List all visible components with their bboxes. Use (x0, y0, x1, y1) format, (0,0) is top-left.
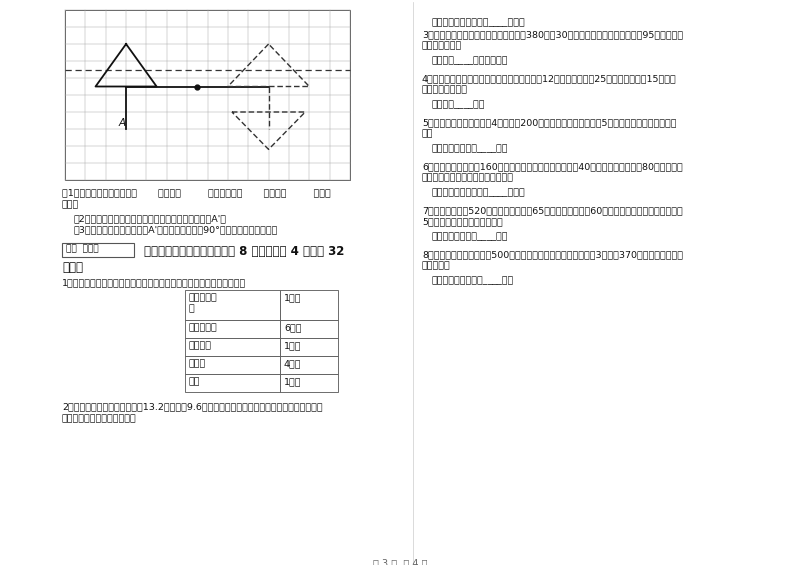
Text: 6、师徒两人各自加工160个同样的零件，徒弟每小时加工40个，师傅每小时加工80个，加工完
毕后，师傅比徒弟少用了多长时间？: 6、师徒两人各自加工160个同样的零件，徒弟每小时加工40个，师傅每小时加工80… (422, 162, 682, 183)
Text: 吃药: 吃药 (189, 377, 201, 386)
Text: A: A (118, 118, 125, 128)
Text: 8、车间第一星期生产零件500个，第二星期生产的比第一星期的3倍还多370个，两个星期共生
产多少个？: 8、车间第一星期生产零件500个，第二星期生产的比第一星期的3倍还多370个，两… (422, 250, 683, 271)
Text: 答：一共可挖树苗____株。: 答：一共可挖树苗____株。 (432, 144, 509, 153)
Text: 1、小明发烧了，要赶快吃药休息。最少需要多长时间才能吃完药休息？: 1、小明发烧了，要赶快吃药休息。最少需要多长时间才能吃完药休息？ (62, 278, 246, 287)
Text: 6分钟: 6分钟 (284, 323, 302, 332)
Text: 答：小红家离学校____米。: 答：小红家离学校____米。 (432, 232, 509, 241)
Text: 六、应用知识，解决问题（共 8 小题，每题 4 分，共 32: 六、应用知识，解决问题（共 8 小题，每题 4 分，共 32 (144, 245, 344, 258)
Bar (185, 320, 280, 338)
Bar (185, 290, 280, 320)
Text: 3、服装厂生产一批服装，如果每天生产380件，30天完成任务，如果每天生产多95件，需要多
少天完成任务？: 3、服装厂生产一批服装，如果每天生产380件，30天完成任务，如果每天生产多95… (422, 30, 683, 51)
Bar (65, 10, 350, 180)
Text: 第 3 页  共 4 页: 第 3 页 共 4 页 (373, 558, 427, 565)
Bar (280, 356, 338, 374)
Text: （3）把画出的小伞，围绕点A'按逆时针方向旋转90°，画出旋转后的图形。: （3）把画出的小伞，围绕点A'按逆时针方向旋转90°，画出旋转后的图形。 (74, 225, 278, 234)
Text: 答：需要____天完成任务。: 答：需要____天完成任务。 (432, 56, 509, 65)
Text: 答：师傅比徒弟少用了____小时。: 答：师傅比徒弟少用了____小时。 (432, 188, 526, 197)
Text: 7、小乐家到学校520米，小乐每分钟走65米，小红每分钟走60米，从家到学校小红比小乐多走
5分钟，小红家离学校多少米？: 7、小乐家到学校520米，小乐每分钟走65米，小红每分钟走60米，从家到学校小红… (422, 206, 682, 227)
Text: （2）沿虚线画出现在小伞的对称图形，伞柄末端标出A'。: （2）沿虚线画出现在小伞的对称图形，伞柄末端标出A'。 (74, 214, 227, 223)
Bar (185, 338, 280, 356)
Text: 4分钟: 4分钟 (284, 359, 302, 368)
Text: 2、用一根铁丝可以折成一个长13.2厘米，宽9.6厘米的长方形，若把它在折成一个等边三角形，
这个三角形边长是多少厘米？: 2、用一根铁丝可以折成一个长13.2厘米，宽9.6厘米的长方形，若把它在折成一个… (62, 402, 322, 424)
Bar (62, 243, 134, 257)
Bar (185, 374, 280, 392)
Text: 5、同学们到苗圃挖树苗，4个小组挖200株，照这样计算，又来了5个小组，一共可挖树苗多少
株？: 5、同学们到苗圃挖树苗，4个小组挖200株，照这样计算，又来了5个小组，一共可挖… (422, 118, 677, 139)
Text: 找杯子倒开
水: 找杯子倒开 水 (189, 293, 218, 314)
Text: 量体温: 量体温 (189, 359, 206, 368)
Text: （1）现在的小伞是经过向（       ）平移（         ）格，再向（       ）平移（         ）格得
来的。: （1）现在的小伞是经过向（ ）平移（ ）格，再向（ ）平移（ ）格得 来的。 (62, 188, 330, 210)
Bar (280, 290, 338, 320)
Text: 答：两个星期共生产____个。: 答：两个星期共生产____个。 (432, 276, 514, 285)
Text: 找感冒药: 找感冒药 (189, 341, 212, 350)
Text: 1分钟: 1分钟 (284, 377, 302, 386)
Text: 4、王教练给训练馆买乒乓球，所带的钱买每盒12元的乒乓球能买25盒，如果买每盒15元的乒
乓球能买多少盒？: 4、王教练给训练馆买乒乓球，所带的钱买每盒12元的乒乓球能买25盒，如果买每盒1… (422, 74, 677, 95)
Text: 答：能买____盒。: 答：能买____盒。 (432, 100, 486, 109)
Bar (280, 338, 338, 356)
Text: 分）。: 分）。 (62, 261, 83, 274)
Text: 得分  评卷人: 得分 评卷人 (66, 244, 98, 253)
Text: 1分钟: 1分钟 (284, 293, 302, 302)
Text: 答：这个三角形边长是____厘米。: 答：这个三角形边长是____厘米。 (432, 18, 526, 27)
Bar (280, 320, 338, 338)
Text: 等开水变温: 等开水变温 (189, 323, 218, 332)
Bar (280, 374, 338, 392)
Text: 1分钟: 1分钟 (284, 341, 302, 350)
Bar (185, 356, 280, 374)
